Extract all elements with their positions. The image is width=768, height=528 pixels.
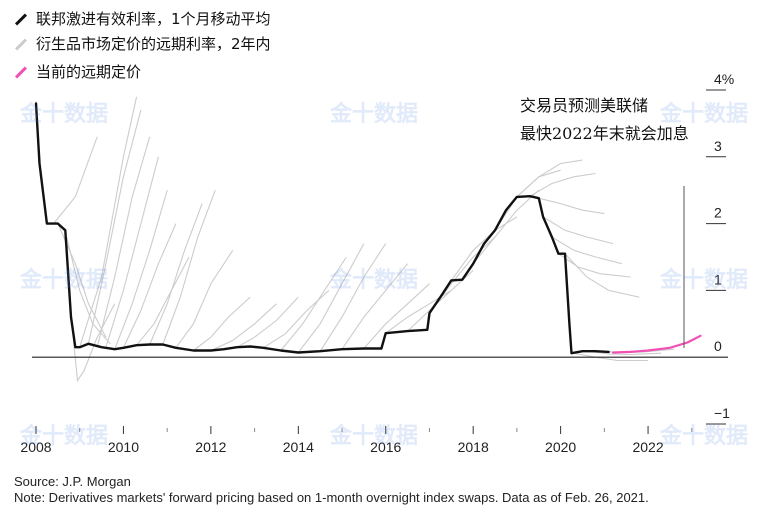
forward-curve bbox=[516, 159, 583, 198]
forward-curve bbox=[363, 283, 430, 349]
x-tick-label: 2014 bbox=[283, 439, 314, 455]
annotation-line-2: 最快2022年末就会加息 bbox=[520, 124, 689, 143]
forward-curve bbox=[79, 96, 138, 348]
y-tick-label: 1 bbox=[714, 271, 722, 287]
y-tick-label: 3 bbox=[714, 138, 722, 154]
forward-curve bbox=[236, 296, 299, 348]
forward-curve bbox=[542, 216, 614, 245]
forward-curve bbox=[551, 236, 622, 265]
annotation-line-1: 交易员预测美联储 bbox=[520, 96, 649, 115]
legend-label: 衍生品市场定价的远期利率，2年内 bbox=[36, 35, 271, 53]
forward-curve bbox=[87, 109, 142, 344]
forward-curve bbox=[558, 253, 631, 278]
x-tick-label: 2022 bbox=[632, 439, 663, 455]
series-line-fed-funds bbox=[34, 102, 610, 355]
chart-annotation: 交易员预测美联储 最快2022年末就会加息 bbox=[520, 92, 720, 148]
legend-label: 联邦激进有效利率，1个月移动平均 bbox=[36, 10, 271, 28]
forward-curve bbox=[114, 190, 168, 350]
forward-curve bbox=[122, 223, 177, 349]
forward-curve bbox=[162, 190, 216, 345]
forward-curve bbox=[319, 243, 387, 352]
legend-item-fed-funds: 联邦激进有效利率，1个月移动平均 bbox=[14, 9, 271, 29]
series-line-current-forward bbox=[612, 334, 702, 354]
x-tick-label: 2008 bbox=[20, 439, 51, 455]
series-lines bbox=[34, 102, 702, 355]
forward-curve bbox=[573, 352, 649, 362]
forward-curve bbox=[529, 172, 596, 197]
legend-label: 当前的远期定价 bbox=[36, 63, 142, 81]
legend-swatch-gray bbox=[14, 38, 28, 51]
legend-item-current-forward: 当前的远期定价 bbox=[14, 62, 141, 82]
y-tick-label: −1 bbox=[714, 405, 730, 421]
forward-curve bbox=[193, 296, 251, 351]
x-tick-label: 2016 bbox=[370, 439, 401, 455]
forward-curve bbox=[341, 263, 409, 350]
forward-curve bbox=[66, 236, 111, 345]
x-tick-label: 2020 bbox=[545, 439, 576, 455]
x-tick-label: 2018 bbox=[458, 439, 489, 455]
legend-swatch-pink bbox=[14, 66, 28, 79]
forward-curve bbox=[210, 303, 277, 351]
legend-swatch-black bbox=[14, 13, 28, 26]
x-tick-label: 2010 bbox=[108, 439, 139, 455]
forward-curve bbox=[105, 156, 159, 348]
x-axis: 2008 2010 2012 2014 2016 2018 2020 2022 bbox=[20, 426, 693, 455]
y-axis: 4% 3 2 1 0 −1 bbox=[706, 71, 734, 425]
forward-curve bbox=[175, 249, 234, 349]
forward-curve bbox=[136, 256, 190, 346]
y-tick-label: 4% bbox=[714, 71, 734, 87]
footnote: Note: Derivatives markets' forward prici… bbox=[14, 490, 649, 505]
forward-curve bbox=[149, 203, 203, 345]
forward-curve bbox=[586, 350, 662, 356]
source-note: Source: J.P. Morgan bbox=[14, 474, 131, 489]
forward-curve bbox=[53, 136, 98, 224]
forward-curve bbox=[538, 197, 605, 215]
forward-curve bbox=[280, 256, 347, 351]
forward-curve bbox=[472, 189, 540, 265]
y-tick-label: 2 bbox=[714, 205, 722, 221]
forward-curve bbox=[96, 136, 151, 348]
y-tick-label: 0 bbox=[714, 338, 722, 354]
forward-curve bbox=[297, 243, 365, 353]
x-tick-label: 2012 bbox=[195, 439, 226, 455]
legend-item-forward-curves: 衍生品市场定价的远期利率，2年内 bbox=[14, 34, 271, 54]
forward-curve bbox=[564, 253, 640, 298]
forward-curves bbox=[53, 96, 675, 383]
